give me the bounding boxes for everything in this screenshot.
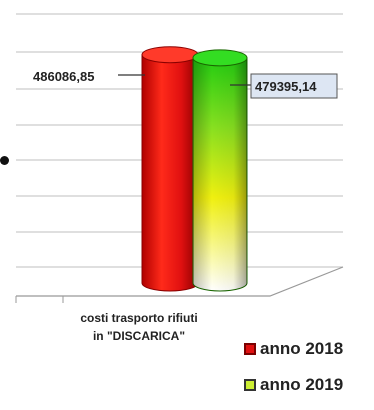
legend-swatch-2019	[244, 379, 256, 391]
bar-body	[142, 55, 198, 291]
legend-label-2019: anno 2019	[260, 375, 343, 395]
value-label-2018: 486086,85	[33, 69, 94, 84]
legend-item-2018: anno 2018	[244, 338, 374, 360]
bar-top	[193, 50, 247, 66]
bar-anno-2018	[142, 47, 198, 291]
category-label: costi trasporto rifiuti in "DISCARICA"	[54, 309, 224, 345]
legend-label-2018: anno 2018	[260, 339, 343, 359]
bar-top	[142, 47, 198, 63]
legend-swatch-2018	[244, 343, 256, 355]
value-label-2019: 479395,14	[255, 79, 317, 94]
legend: anno 2018 anno 2019	[244, 338, 374, 410]
bullet-dot	[0, 156, 9, 165]
bar-shade	[193, 58, 247, 291]
bars	[142, 47, 247, 291]
bar-anno-2019	[193, 50, 247, 291]
legend-item-2019: anno 2019	[244, 374, 374, 396]
